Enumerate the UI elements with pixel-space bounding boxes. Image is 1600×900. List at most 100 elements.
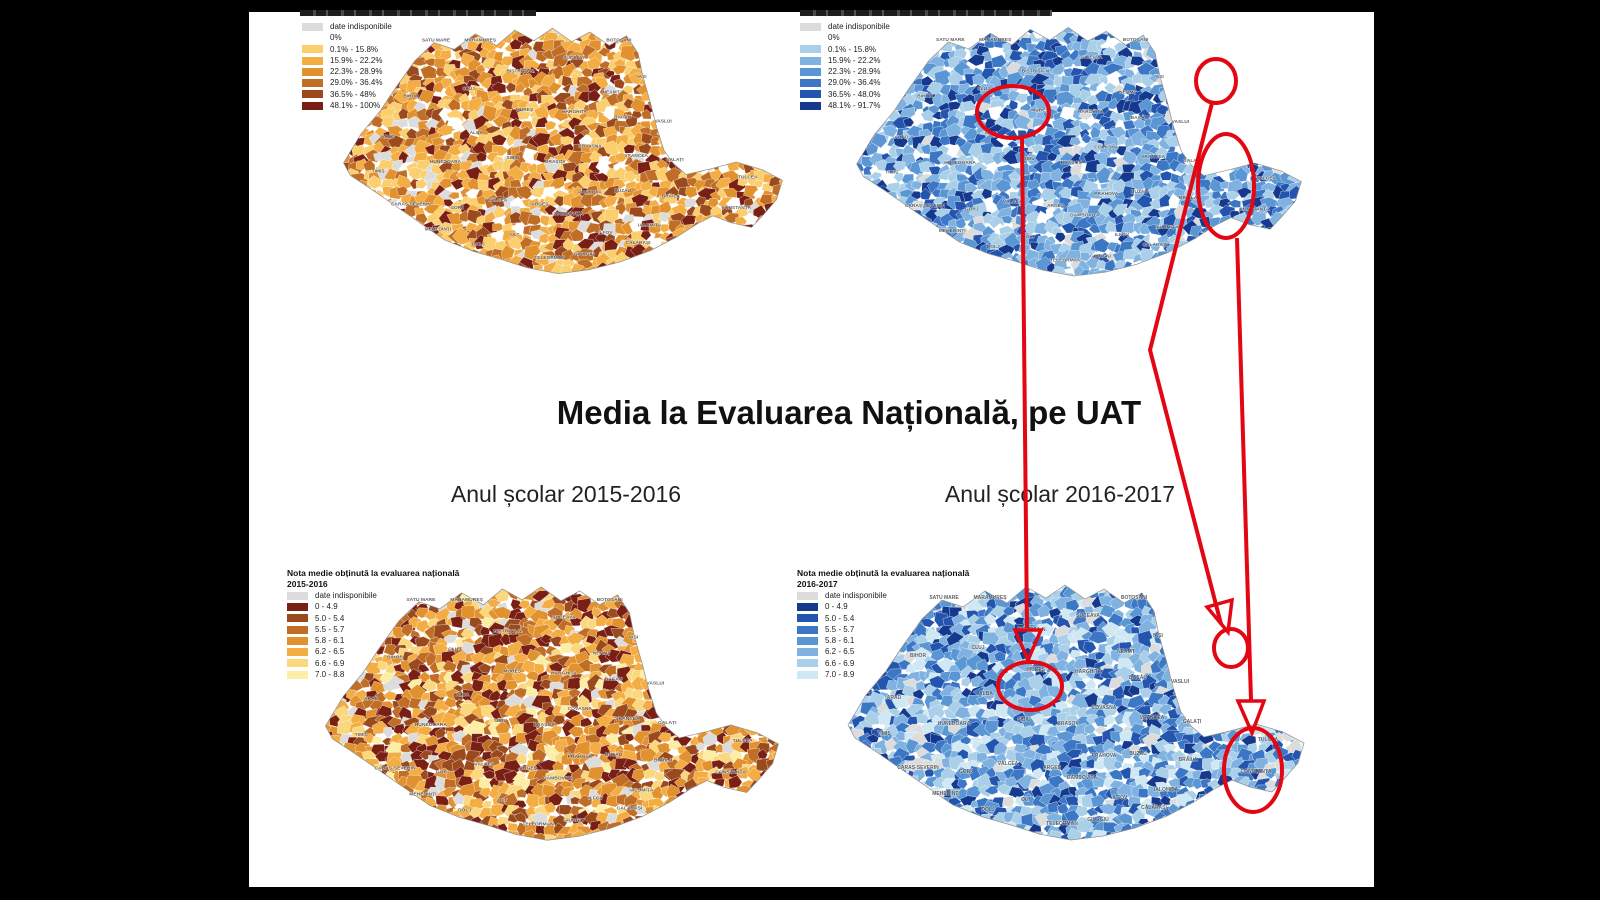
legend-swatch: [287, 625, 308, 634]
county-label: DÂMBOVIȚA: [543, 775, 573, 782]
county-label: NEAMȚ: [593, 650, 611, 656]
county-label: IAȘI: [637, 74, 647, 80]
county-label: TIMIȘ: [877, 731, 891, 737]
legend-label: 48.1% - 91.7%: [828, 101, 881, 111]
county-label: GALAȚI: [666, 157, 685, 163]
legend-row: 5.8 - 6.1: [797, 635, 969, 646]
county-label: MARAMUREȘ: [464, 38, 497, 44]
county-label: BACĂU: [614, 114, 632, 121]
county-label: BRĂILA: [662, 193, 681, 200]
county-label: VÂLCEA: [1003, 198, 1023, 205]
legend-swatch: [287, 602, 308, 611]
legend-swatch: [800, 67, 821, 76]
legend-title: Nota medie obținută la evaluarea naționa…: [287, 568, 460, 578]
legend-label: 5.8 - 6.1: [825, 636, 855, 646]
legend-row: 5.0 - 5.4: [287, 613, 459, 624]
legend-swatch: [797, 602, 818, 611]
county-label: IALOMIȚA: [1154, 787, 1179, 793]
county-label: PRAHOVA: [1094, 191, 1118, 197]
county-label: BOTOȘANI: [606, 38, 632, 44]
county-label: HUNEDOARA: [415, 722, 448, 728]
county-label: BUZĂU: [614, 187, 631, 194]
legend-top-left: date indisponibile 0% 0.1% - 15.8% 15.9% - …: [302, 21, 392, 111]
country-outline: [343, 27, 783, 274]
county-label: VÂLCEA: [474, 761, 495, 768]
legend-row: 15.9% - 22.2%: [800, 55, 890, 66]
county-label: COVASNA: [1094, 144, 1118, 150]
legend-label: 5.0 - 5.4: [315, 613, 345, 623]
county-label: CONSTANȚA: [715, 770, 746, 776]
county-label: HARGHITA: [551, 670, 577, 676]
county-label: TIMIȘ: [372, 169, 386, 175]
legend-label: 6.6 - 6.9: [825, 658, 855, 668]
county-label: VASLUI: [1172, 119, 1190, 125]
county-label: CLUJ: [462, 86, 475, 92]
slide-canvas: date indisponibile 0% 0.1% - 15.8% 15.9% - …: [249, 10, 1374, 887]
map-nota-medie-2016-2017: SATU MARE MARAMUREȘ BOTOȘANI SUCEAVA IAȘI BIS…: [847, 584, 1305, 841]
county-label: HARGHITA: [1078, 109, 1104, 115]
county-label: TIMIȘ: [355, 732, 369, 738]
county-label: BOTOȘANI: [1121, 595, 1148, 601]
county-label: BOTOȘANI: [1123, 37, 1149, 43]
legend-label: 0 - 4.9: [315, 602, 338, 612]
map-procent-2016-2017: SATU MARE MARAMUREȘ BOTOȘANI SUCEAVA IAȘI BIS…: [856, 27, 1302, 277]
county-label: CLUJ: [977, 86, 990, 92]
county-label: CARAȘ-SEVERIN: [391, 201, 431, 207]
county-label: SUCEAVA: [552, 615, 576, 621]
county-label: BRĂILA: [654, 757, 673, 764]
county-label: HUNEDOARA: [944, 160, 976, 166]
county-label: MUREȘ: [1027, 667, 1046, 673]
county-label: DÂMBOVIȚA: [1067, 774, 1098, 781]
county-label: ALBA: [456, 692, 470, 698]
county-label: SUCEAVA: [1079, 55, 1103, 61]
county-label: IAȘI: [1153, 633, 1163, 639]
county-label: BRAȘOV: [1061, 160, 1083, 166]
legend-row: 48.1% - 91.7%: [800, 100, 890, 111]
legend-swatch: [797, 659, 818, 668]
county-label: PRAHOVA: [578, 190, 602, 196]
county-label: OLT: [1026, 234, 1035, 240]
legend-row: 5.5 - 5.7: [287, 624, 459, 635]
county-label: BIHOR: [917, 94, 933, 100]
county-label: ILFOV: [588, 795, 603, 801]
legend-row: 5.5 - 5.7: [797, 624, 969, 635]
legend-label: 0 - 4.9: [825, 602, 848, 612]
county-label: BACĂU: [1129, 674, 1147, 681]
county-label: TULCEA: [738, 174, 758, 180]
legend-swatch: [302, 79, 323, 88]
legend-swatch: [797, 625, 818, 634]
county-label: VÂLCEA: [488, 196, 508, 203]
county-label: SATU MARE: [936, 37, 965, 43]
county-label: TELEORMAN: [534, 255, 565, 261]
county-label: SATU MARE: [929, 595, 959, 601]
county-label: BISTRIȚA-N.: [506, 68, 535, 74]
county-label: BISTRIȚA-N.: [494, 629, 524, 635]
legend-subtitle: 2015-2016: [287, 579, 328, 589]
legend-row: 22.3% - 28.9%: [800, 66, 890, 77]
county-label: DOLJ: [981, 807, 995, 813]
legend-row: date indisponibile: [287, 590, 459, 601]
legend-swatch: [302, 56, 323, 65]
county-label: BUZĂU: [1131, 188, 1148, 195]
legend-swatch: [302, 67, 323, 76]
county-label: MUREȘ: [516, 107, 534, 113]
county-label: HARGHITA: [1075, 669, 1101, 675]
legend-label: 6.2 - 6.5: [825, 647, 855, 657]
legend-label: 36.5% - 48.0%: [828, 89, 881, 99]
clipped-map-title-left: [300, 10, 536, 16]
legend-row: 0 - 4.9: [287, 601, 459, 612]
legend-row: date indisponibile: [797, 590, 969, 601]
county-label: VASLUI: [646, 680, 664, 686]
county-label: ARGEȘ: [1043, 765, 1061, 771]
legend-swatch: [800, 90, 821, 99]
county-label: HUNEDOARA: [938, 721, 971, 727]
country-outline: [325, 586, 779, 841]
legend-swatch: [800, 22, 821, 31]
county-label: CARAȘ-SEVERIN: [897, 765, 939, 771]
county-label: BUZĂU: [1129, 750, 1147, 757]
legend-subtitle: 2016-2017: [797, 579, 838, 589]
county-label: OLT: [510, 232, 519, 238]
county-label: ARGEȘ: [1047, 203, 1065, 209]
subtitle-school-year-2016-2017: Anul școlar 2016-2017: [944, 481, 1176, 507]
county-label: BRĂILA: [1179, 194, 1198, 201]
